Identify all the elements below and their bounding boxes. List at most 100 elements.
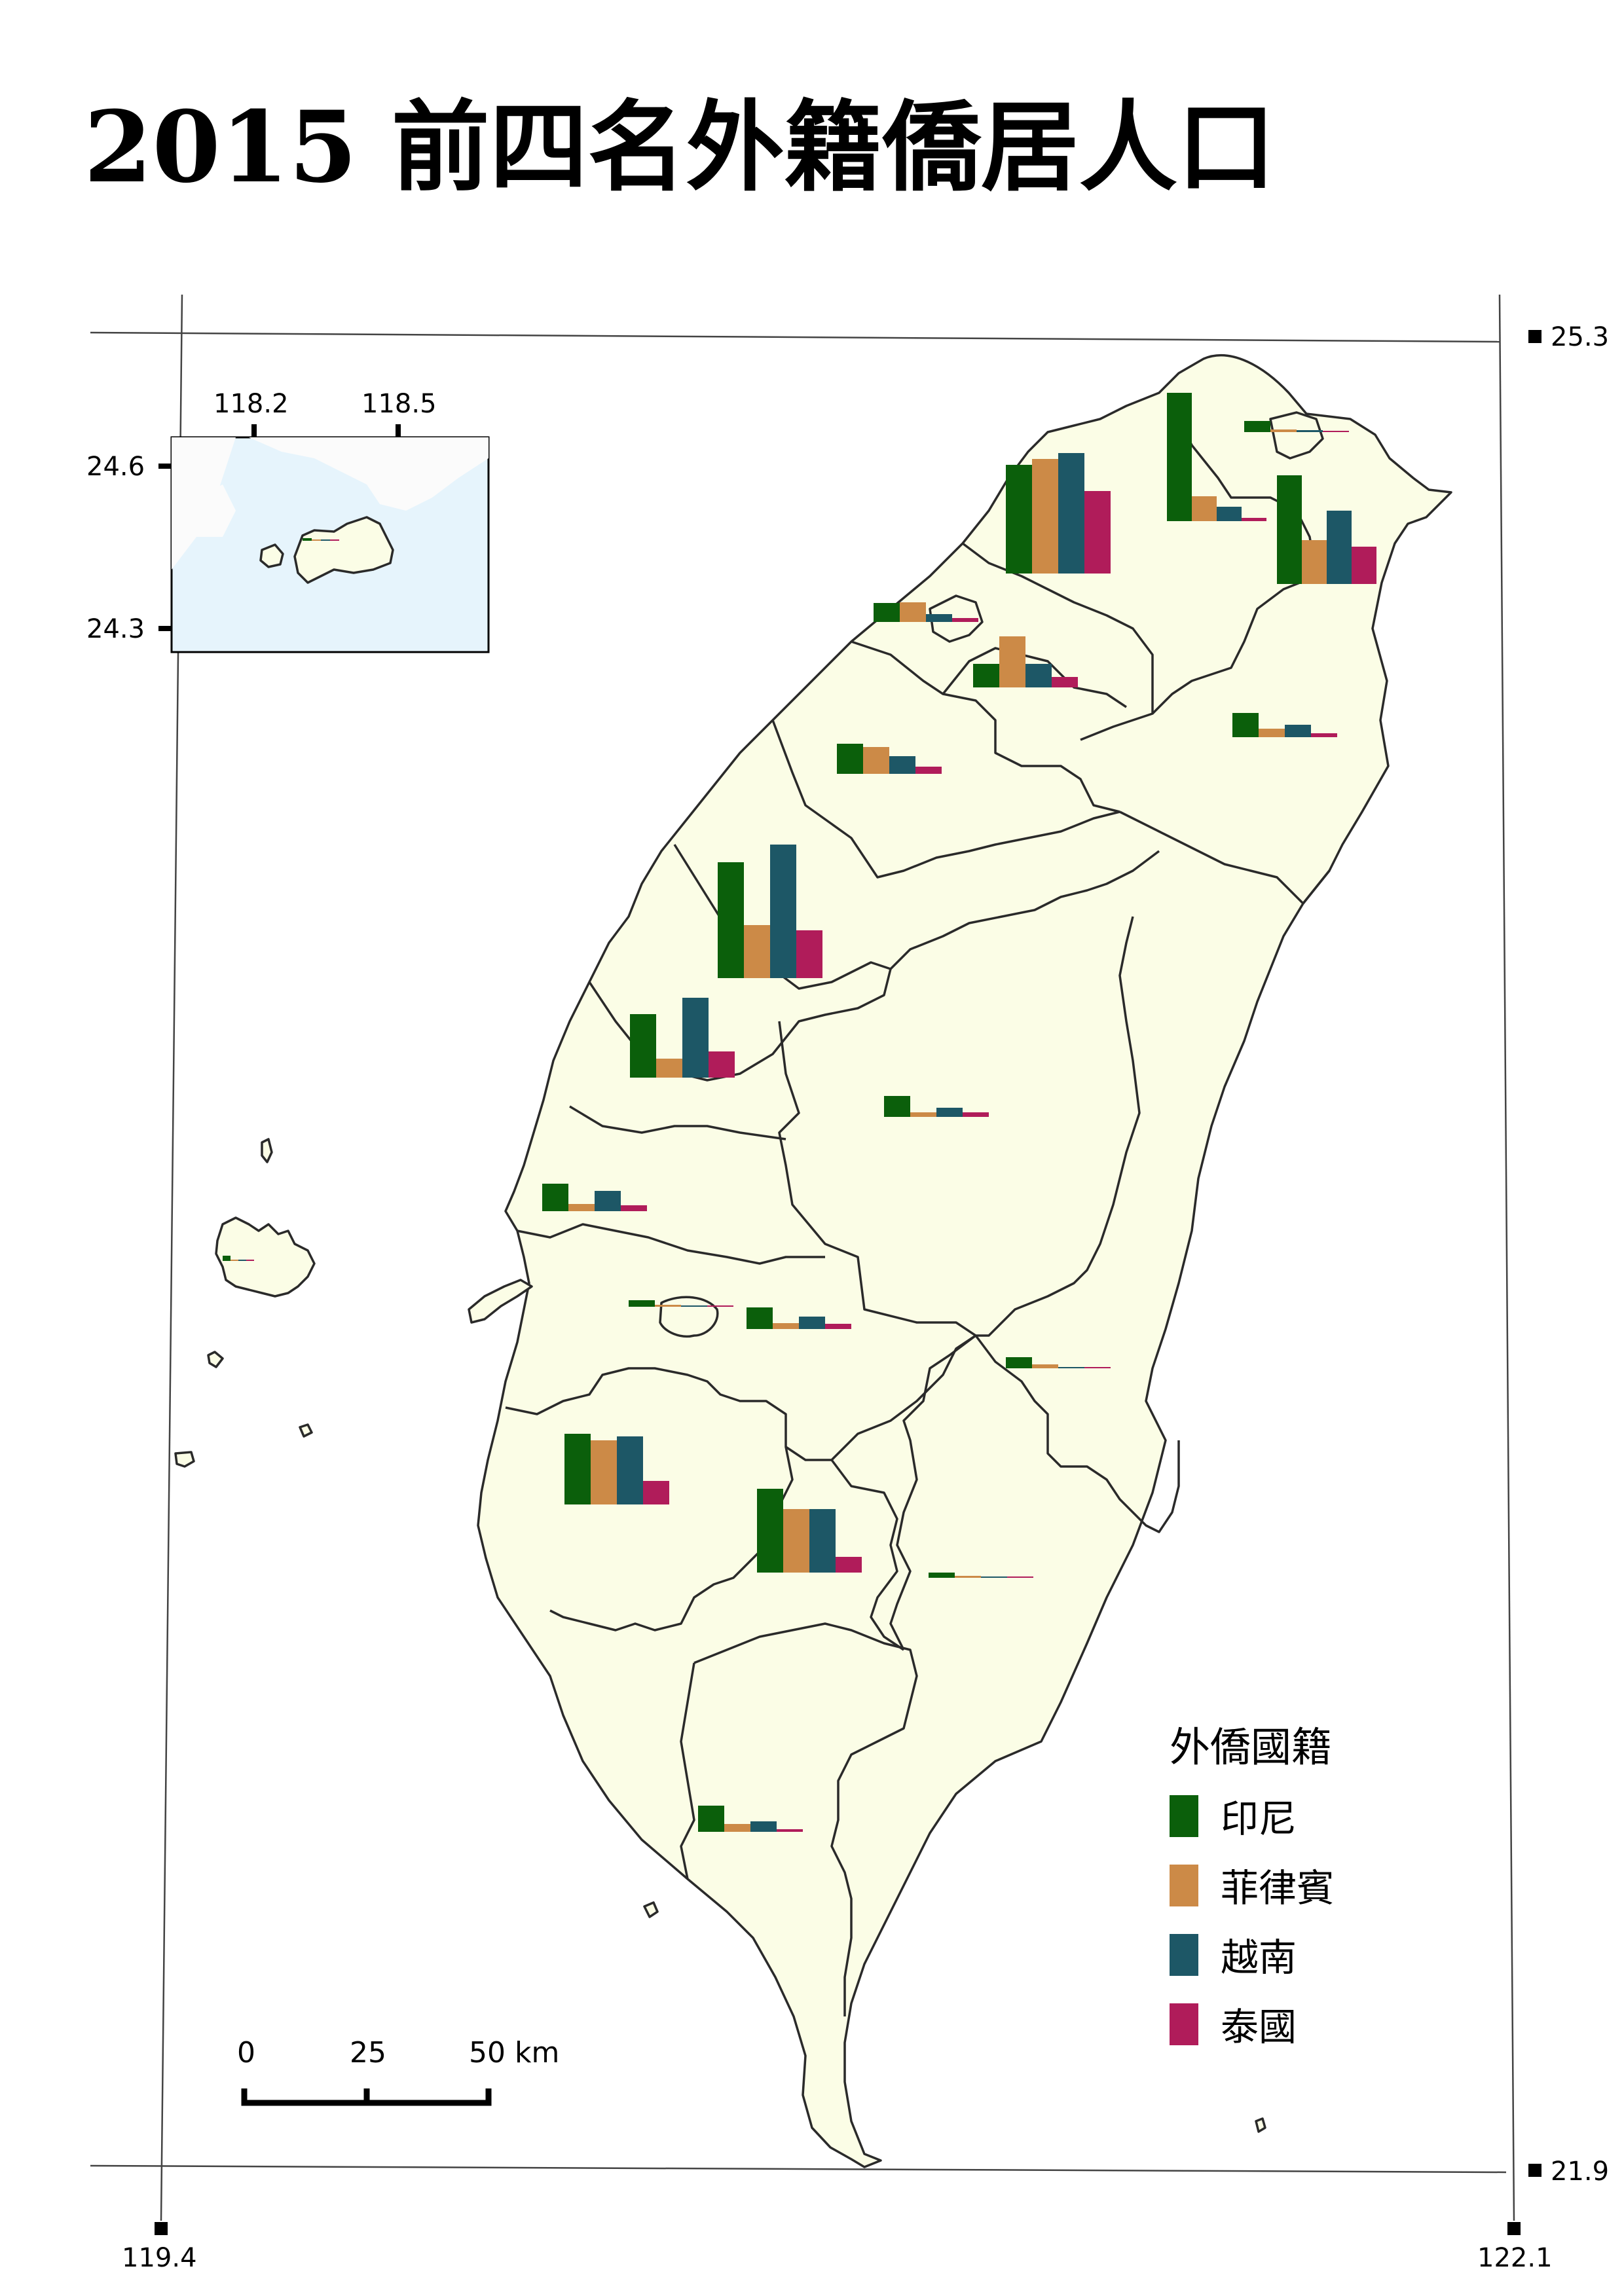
bar-miaoli-thailand bbox=[915, 767, 942, 774]
bar-chart-new-taipei bbox=[1006, 453, 1111, 574]
lat-label-bottom: 21.9 bbox=[1551, 2157, 1609, 2187]
lon-tick-right bbox=[1507, 2222, 1521, 2235]
bar-chart-hualien bbox=[1006, 1357, 1111, 1368]
kinmen-island bbox=[293, 516, 394, 584]
bar-chart-yunlin bbox=[542, 1184, 647, 1211]
bar-taoyuan-thailand bbox=[1352, 547, 1376, 584]
legend-swatch-indonesia bbox=[1170, 1795, 1198, 1837]
legend-label-indonesia: 印尼 bbox=[1221, 1796, 1297, 1841]
lat-tick-top bbox=[1528, 330, 1541, 343]
lat-label-top: 25.3 bbox=[1551, 322, 1609, 352]
green-island bbox=[1255, 2117, 1266, 2133]
little-kinmen bbox=[259, 543, 284, 568]
boundary-yunlin bbox=[569, 1105, 786, 1140]
penghu-islands bbox=[215, 1216, 316, 1298]
boundary-chiayi bbox=[517, 1223, 825, 1265]
legend-swatch-vietnam bbox=[1170, 1934, 1198, 1976]
legend-title: 外僑國籍 bbox=[1170, 1723, 1332, 1771]
bar-keelung-philippines bbox=[1270, 429, 1297, 432]
inset-mainland-north bbox=[249, 437, 489, 511]
bar-pingtung-philippines bbox=[724, 1824, 750, 1832]
bar-chart-hsinchu-county bbox=[973, 636, 1078, 687]
outlying-islands bbox=[174, 1138, 1266, 2133]
bar-hualien-indonesia bbox=[1006, 1357, 1032, 1368]
bar-chart-pingtung bbox=[698, 1806, 803, 1832]
bar-pingtung-indonesia bbox=[698, 1806, 724, 1832]
bar-keelung-indonesia bbox=[1244, 421, 1270, 432]
bar-charts bbox=[223, 393, 1376, 1832]
map-title: 2015 前四名外籍僑居人口 bbox=[84, 90, 1276, 205]
bar-taipei-indonesia bbox=[1167, 393, 1192, 521]
bar-chart-taichung bbox=[718, 845, 822, 978]
lon-tick-left bbox=[155, 2222, 168, 2235]
penghu-north bbox=[261, 1138, 273, 1163]
boundary-nantou bbox=[778, 916, 1141, 1337]
scale-bar: 0 25 50 km bbox=[237, 2036, 559, 2106]
scale-label-25: 25 bbox=[350, 2036, 386, 2069]
bar-taoyuan-indonesia bbox=[1277, 475, 1302, 584]
inset-lon-label-b: 118.5 bbox=[361, 389, 437, 419]
bar-chart-keelung bbox=[1244, 421, 1349, 432]
bar-penghu-indonesia bbox=[223, 1256, 231, 1261]
bar-kaohsiung-philippines bbox=[783, 1509, 809, 1573]
legend-label-vietnam: 越南 bbox=[1221, 1935, 1297, 1980]
legend-label-philippines: 菲律賓 bbox=[1221, 1866, 1335, 1910]
bar-chart-miaoli bbox=[837, 744, 942, 774]
bar-chart-taitung bbox=[929, 1573, 1033, 1578]
bar-nantou-indonesia bbox=[884, 1096, 910, 1117]
bar-kinmen-philippines bbox=[312, 539, 321, 541]
legend-label-thailand: 泰國 bbox=[1221, 2005, 1297, 2049]
bar-kinmen-indonesia bbox=[303, 538, 312, 541]
bar-taitung-indonesia bbox=[929, 1573, 955, 1578]
bar-tainan-indonesia bbox=[564, 1434, 591, 1504]
penghu-south bbox=[207, 1351, 224, 1368]
bar-penghu-thailand bbox=[246, 1260, 254, 1261]
bar-chart-yilan bbox=[1232, 713, 1337, 737]
bar-chart-kinmen bbox=[303, 538, 339, 541]
bar-chart-taipei bbox=[1167, 393, 1266, 521]
bar-kaohsiung-vietnam bbox=[809, 1509, 836, 1573]
boundary-yilan bbox=[1119, 811, 1331, 905]
bar-tainan-philippines bbox=[591, 1440, 617, 1504]
bar-taipei-thailand bbox=[1242, 518, 1266, 521]
bar-keelung-vietnam bbox=[1297, 430, 1323, 432]
bar-hsinchu-city-vietnam bbox=[926, 614, 952, 622]
bar-hsinchu-county-indonesia bbox=[973, 664, 999, 687]
bar-yilan-vietnam bbox=[1285, 725, 1311, 737]
boundary-pingtung-west bbox=[680, 1662, 695, 1880]
bar-miaoli-vietnam bbox=[889, 756, 915, 774]
boundary-hualien-taitung bbox=[974, 1334, 1180, 1533]
legend-item-indonesia: 印尼 bbox=[1170, 1795, 1297, 1841]
legend-item-thailand: 泰國 bbox=[1170, 2003, 1297, 2049]
bar-keelung-thailand bbox=[1323, 431, 1349, 432]
bar-yunlin-vietnam bbox=[595, 1191, 621, 1211]
bar-changhua-indonesia bbox=[630, 1014, 656, 1078]
lat-tick-bottom bbox=[1528, 2164, 1541, 2177]
boundary-pingtung bbox=[693, 1622, 918, 2016]
boundary-tainan bbox=[505, 1334, 976, 1461]
bar-kaohsiung-indonesia bbox=[757, 1489, 783, 1573]
bar-hsinchu-city-philippines bbox=[900, 602, 926, 622]
bar-hsinchu-city-indonesia bbox=[874, 603, 900, 622]
bar-taichung-philippines bbox=[744, 925, 770, 978]
bar-taipei-philippines bbox=[1192, 496, 1217, 521]
bar-kaohsiung-thailand bbox=[836, 1557, 862, 1573]
bar-chart-hsinchu-city bbox=[874, 602, 978, 622]
bar-hsinchu-city-thailand bbox=[952, 618, 978, 622]
bar-kinmen-thailand bbox=[330, 539, 339, 541]
boundary-hsinchu-county bbox=[942, 647, 1127, 708]
bar-new-taipei-philippines bbox=[1032, 459, 1058, 574]
bar-miaoli-indonesia bbox=[837, 744, 863, 774]
bar-taoyuan-philippines bbox=[1302, 540, 1327, 584]
inset-islet bbox=[196, 484, 236, 537]
inset-lon-label-a: 118.2 bbox=[213, 389, 289, 419]
boundary-kaohsiung-east bbox=[830, 1459, 904, 1651]
bar-kinmen-vietnam bbox=[321, 539, 330, 541]
taiwan-island-outline bbox=[477, 354, 1452, 2168]
chiayi-city-outline bbox=[659, 1296, 719, 1338]
bar-yilan-thailand bbox=[1311, 733, 1337, 737]
bar-yunlin-indonesia bbox=[542, 1184, 568, 1211]
bar-miaoli-philippines bbox=[863, 747, 889, 774]
boundary-miaoli bbox=[771, 720, 1120, 879]
